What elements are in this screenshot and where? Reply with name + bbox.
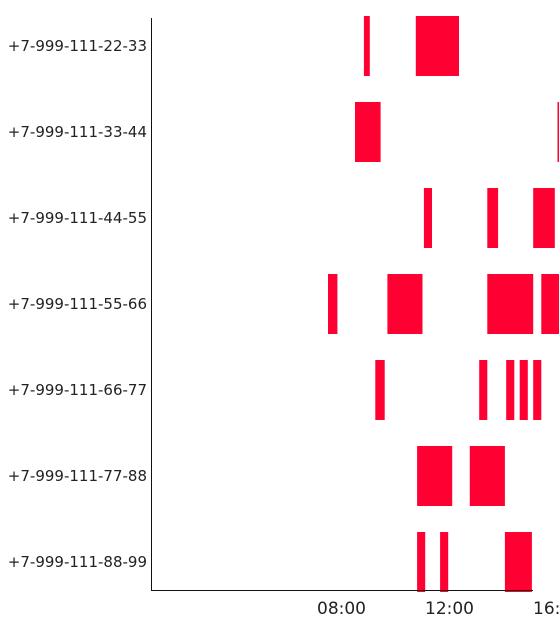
row-label: +7-999-111-33-44	[8, 123, 147, 141]
interval-bar	[504, 532, 532, 592]
x-tick-label: 08:00	[317, 599, 366, 619]
row-label: +7-999-111-88-99	[8, 553, 147, 571]
interval-bar	[415, 16, 459, 76]
interval-bar	[387, 274, 423, 334]
interval-bar	[487, 188, 499, 248]
y-axis-labels: +7-999-111-22-33 +7-999-111-33-44 +7-999-1…	[8, 37, 147, 571]
interval-bar	[469, 446, 505, 506]
interval-bar	[328, 274, 338, 334]
row-label: +7-999-111-44-55	[8, 209, 147, 227]
interval-bar	[423, 188, 432, 248]
interval-bar	[506, 360, 515, 420]
row-label: +7-999-111-66-77	[8, 381, 147, 399]
interval-bar	[375, 360, 385, 420]
interval-bar	[541, 274, 559, 334]
interval-bar	[533, 360, 542, 420]
interval-bar	[417, 532, 426, 592]
x-tick-label: 16:00	[533, 599, 559, 619]
row-label: +7-999-111-55-66	[8, 295, 147, 313]
row-label: +7-999-111-22-33	[8, 37, 147, 55]
interval-bar	[363, 16, 370, 76]
interval-bar	[519, 360, 528, 420]
interval-bar	[355, 102, 381, 162]
bars-layer	[328, 16, 559, 592]
interval-bar	[440, 532, 449, 592]
interval-bar	[533, 188, 555, 248]
row-label: +7-999-111-77-88	[8, 467, 147, 485]
interval-bar	[479, 360, 488, 420]
x-tick-label: 12:00	[425, 599, 474, 619]
interval-bar	[557, 102, 559, 162]
interval-bar	[487, 274, 534, 334]
interval-bar	[417, 446, 453, 506]
